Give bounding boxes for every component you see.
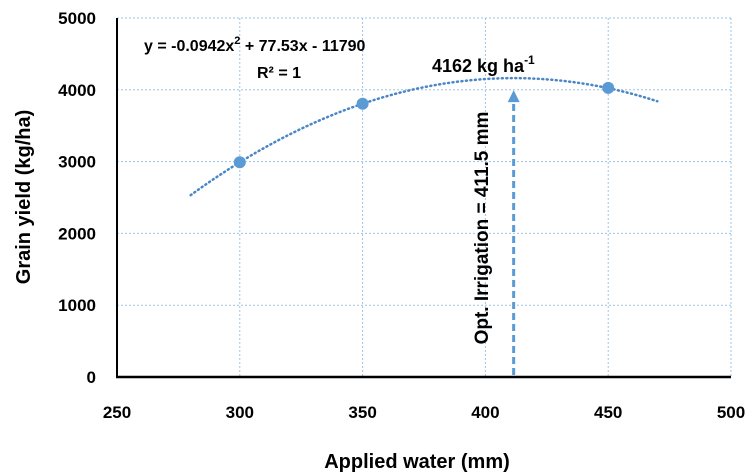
arrow-head [507,90,520,103]
grid-lines [117,17,732,377]
r-squared-label: R² = 1 [257,65,301,82]
data-point [233,156,246,169]
trendline-equation: y = -0.0942x2 + 77.53x - 11790 [144,35,366,55]
x-tick-label: 350 [348,403,376,422]
y-tick-label: 0 [87,368,96,387]
optimum-arrow [507,90,520,375]
data-point [602,81,615,94]
data-point [356,97,369,110]
y-tick-label: 1000 [58,296,96,315]
y-tick-label: 5000 [58,9,96,28]
x-tick-label: 450 [594,403,622,422]
y-tick-labels: 0 1000 2000 3000 4000 5000 [58,9,96,387]
y-tick-label: 3000 [58,153,96,172]
x-tick-label: 300 [226,403,254,422]
optimum-irrigation-label: Opt. Irrigation = 411.5 mm [472,112,493,345]
x-tick-labels: 250 300 350 400 450 500 [103,403,745,422]
data-points [233,81,615,169]
axes [116,18,731,379]
x-axis-title: Applied water (mm) [324,451,510,473]
x-tick-label: 400 [471,403,499,422]
x-tick-label: 500 [717,403,745,422]
trendline [189,76,659,197]
y-tick-label: 4000 [58,81,96,100]
x-tick-label: 250 [103,403,131,422]
optimum-yield-label: 4162 kg ha-1 [432,53,535,76]
y-tick-label: 2000 [58,224,96,243]
y-axis-title: Grain yield (kg/ha) [13,110,35,284]
